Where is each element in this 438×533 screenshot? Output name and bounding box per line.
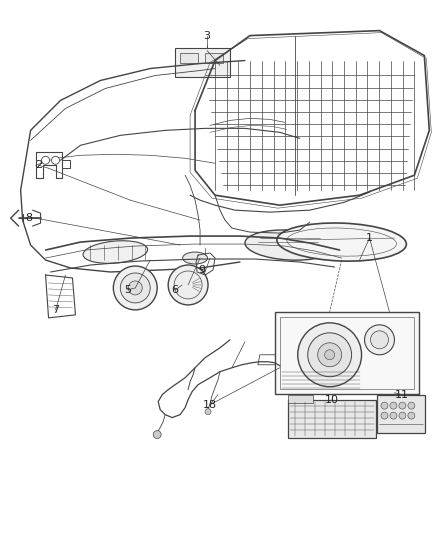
Circle shape — [318, 343, 342, 367]
Circle shape — [364, 325, 395, 355]
Text: 7: 7 — [52, 305, 59, 315]
Bar — [280, 317, 414, 389]
Text: 11: 11 — [395, 390, 408, 400]
Text: 5: 5 — [124, 285, 131, 295]
Bar — [180, 53, 198, 62]
Ellipse shape — [245, 230, 335, 260]
Circle shape — [174, 271, 202, 299]
Circle shape — [390, 402, 397, 409]
Circle shape — [205, 409, 211, 415]
Circle shape — [371, 331, 389, 349]
Text: 8: 8 — [25, 213, 32, 223]
Text: 2: 2 — [35, 160, 42, 170]
Circle shape — [113, 266, 157, 310]
Circle shape — [399, 402, 406, 409]
Circle shape — [408, 412, 415, 419]
Bar — [275, 312, 419, 394]
Circle shape — [153, 431, 161, 439]
Text: 3: 3 — [204, 30, 211, 41]
Text: 18: 18 — [203, 400, 217, 410]
Ellipse shape — [277, 223, 406, 261]
Circle shape — [408, 402, 415, 409]
Circle shape — [120, 273, 150, 303]
Circle shape — [399, 412, 406, 419]
Text: 6: 6 — [172, 285, 179, 295]
Circle shape — [381, 412, 388, 419]
Circle shape — [128, 281, 142, 295]
Bar — [288, 394, 313, 402]
Circle shape — [168, 265, 208, 305]
Circle shape — [390, 412, 397, 419]
Ellipse shape — [83, 241, 148, 263]
Circle shape — [298, 323, 361, 386]
Text: 1: 1 — [366, 233, 373, 243]
Bar — [205, 53, 223, 62]
Text: 10: 10 — [325, 394, 339, 405]
Circle shape — [42, 156, 49, 164]
Ellipse shape — [183, 252, 208, 264]
Circle shape — [325, 350, 335, 360]
Circle shape — [381, 402, 388, 409]
Bar — [378, 394, 425, 433]
Circle shape — [52, 156, 60, 164]
Circle shape — [308, 333, 352, 377]
Text: 9: 9 — [198, 265, 205, 275]
Bar — [288, 400, 375, 438]
Bar — [175, 47, 230, 77]
